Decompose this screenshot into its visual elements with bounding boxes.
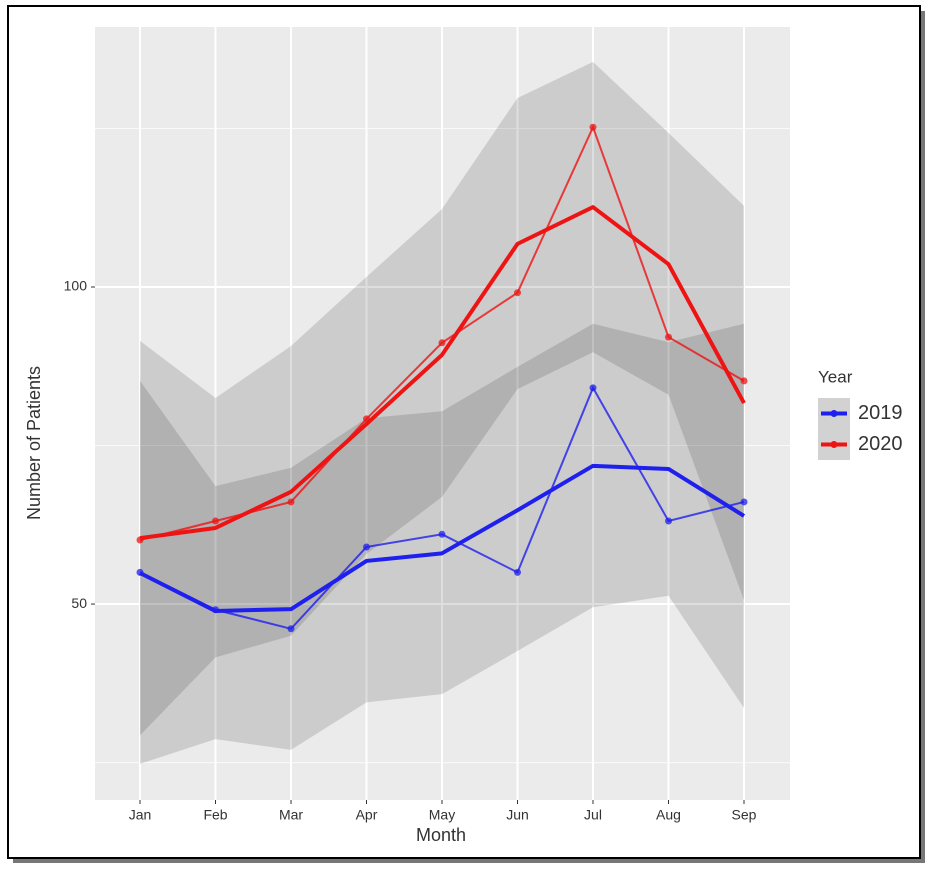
data-point <box>287 625 295 633</box>
x-tick-label: Feb <box>203 807 227 823</box>
data-point <box>589 384 597 392</box>
data-point <box>740 377 748 385</box>
legend-label: 2019 <box>858 402 903 424</box>
smooth-line <box>139 205 746 541</box>
x-tick-label: Apr <box>356 807 378 823</box>
data-point <box>514 289 521 297</box>
confidence-band <box>140 61 744 736</box>
data-point <box>665 333 672 341</box>
x-tick-label: Jan <box>129 807 152 823</box>
data-point <box>438 530 446 538</box>
x-tick-label: Sep <box>732 807 757 823</box>
x-tick-label: Aug <box>656 807 681 823</box>
x-tick-label: Mar <box>279 807 303 823</box>
smooth-line <box>139 463 746 614</box>
y-axis-title: Number of Patients <box>24 366 44 520</box>
data-point <box>740 498 748 506</box>
data-point <box>438 339 446 347</box>
data-point <box>514 568 521 576</box>
y-tick-label: 100 <box>64 278 88 294</box>
x-axis-title: Month <box>416 825 466 845</box>
data-point <box>212 517 219 525</box>
legend-point <box>830 441 838 448</box>
data-point <box>287 498 295 506</box>
legend-point <box>830 410 838 417</box>
x-tick-label: May <box>429 807 455 823</box>
data-point <box>665 517 672 525</box>
data-point <box>363 543 370 551</box>
confidence-band <box>140 323 744 764</box>
x-tick-label: Jul <box>584 807 602 823</box>
x-tick-label: Jun <box>506 807 529 823</box>
y-tick-label: 50 <box>71 595 87 611</box>
legend-title: Year <box>818 367 853 386</box>
data-point <box>589 123 597 131</box>
legend-label: 2020 <box>858 433 903 455</box>
